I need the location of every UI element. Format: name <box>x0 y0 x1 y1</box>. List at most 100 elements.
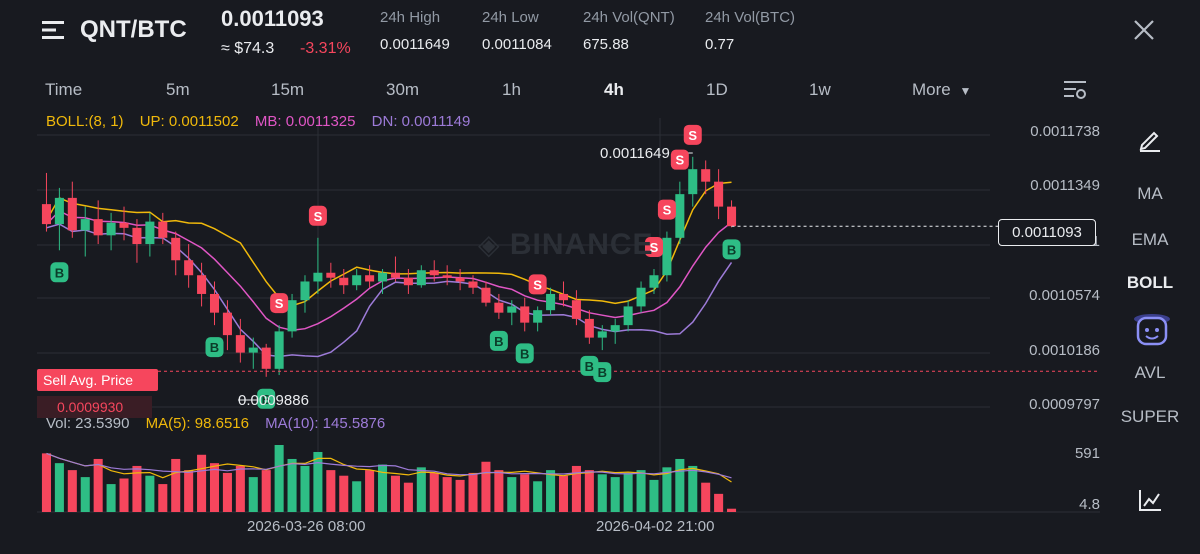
volume-bar <box>222 472 232 512</box>
candle-body <box>468 281 478 288</box>
candle-body <box>313 272 323 282</box>
buy-signal-marker[interactable]: B <box>593 362 612 383</box>
marker-letter: B <box>262 392 271 407</box>
candle-body <box>597 331 607 338</box>
tab-4h[interactable]: 4h <box>604 80 624 99</box>
candle-body <box>558 293 569 301</box>
marker-letter: S <box>650 240 659 255</box>
candle-body <box>662 237 672 276</box>
volume-ma5-line <box>46 452 732 483</box>
volume-bar <box>300 465 310 512</box>
close-icon[interactable] <box>1130 16 1158 44</box>
tab-1w[interactable]: 1w <box>809 80 831 99</box>
candle-body <box>429 270 439 276</box>
volume-bar <box>67 470 77 512</box>
tab-time[interactable]: Time <box>45 80 83 99</box>
ai-assistant-icon[interactable] <box>1130 310 1174 350</box>
sell-signal-marker[interactable]: S <box>657 199 676 220</box>
boll-name: BOLL:(8, 1) <box>46 113 124 130</box>
sell-signal-marker[interactable]: S <box>270 293 289 314</box>
marker-badge <box>515 343 534 364</box>
volume-bar <box>106 484 116 512</box>
volume-legend: Vol: 23.5390 MA(5): 98.6516 MA(10): 145.… <box>46 415 385 432</box>
candle-body <box>41 204 51 225</box>
tab-15m[interactable]: 15m <box>271 80 305 99</box>
candle-body <box>520 306 530 323</box>
volume-bar <box>313 451 323 512</box>
candle-body <box>701 169 711 182</box>
volume-bar <box>132 465 142 512</box>
tab-30m[interactable]: 30m <box>386 80 420 99</box>
boll-upper-line <box>45 181 732 307</box>
line-chart-icon[interactable] <box>1137 487 1163 513</box>
sell-signal-marker[interactable]: S <box>644 237 663 257</box>
volume-bar <box>662 467 672 512</box>
indicator-ma[interactable]: MA <box>1137 184 1163 203</box>
candle-body <box>119 222 129 228</box>
binance-watermark: ◈ BINANCE <box>478 228 654 262</box>
candle-body <box>403 277 413 286</box>
tab-5m[interactable]: 5m <box>166 80 190 99</box>
tab-1d[interactable]: 1D <box>706 80 728 99</box>
buy-signal-marker[interactable]: B <box>489 330 508 351</box>
sell-signal-marker[interactable]: S <box>683 124 702 145</box>
tab-1h[interactable]: 1h <box>502 80 521 99</box>
marker-letter: S <box>675 153 684 168</box>
buy-signal-marker[interactable]: B <box>257 388 276 409</box>
buy-signal-marker[interactable]: B <box>205 337 224 358</box>
boll-up: UP: 0.0011502 <box>139 113 239 130</box>
candle-body <box>352 275 362 286</box>
sell-signal-marker[interactable]: S <box>308 205 327 226</box>
indicator-ema[interactable]: EMA <box>1131 230 1169 249</box>
marker-badge <box>270 293 289 314</box>
volume-bar <box>468 472 478 512</box>
indicator-boll[interactable]: BOLL <box>1126 273 1174 292</box>
candle-body <box>649 275 659 288</box>
volume-bar <box>714 493 724 512</box>
marker-badge <box>683 124 702 145</box>
candle-body <box>54 197 64 225</box>
volume-bar <box>365 470 375 512</box>
stat-label-vol-qnt: 24h Vol(QNT) <box>583 9 675 26</box>
volume-bar <box>623 472 633 512</box>
indicator-avl[interactable]: AVL <box>1134 363 1166 382</box>
candle-body <box>235 335 245 353</box>
buy-signal-marker[interactable]: B <box>515 343 534 364</box>
volume-bar <box>494 470 504 512</box>
indicator-super[interactable]: SUPER <box>1120 407 1180 426</box>
marker-letter: S <box>314 209 323 224</box>
candle-body <box>688 169 698 195</box>
candle-body <box>106 222 116 236</box>
tab-more[interactable]: More ▼ <box>912 80 971 100</box>
binance-logo-icon: ◈ <box>478 229 501 260</box>
candle-body <box>222 312 232 336</box>
buy-signal-marker[interactable]: B <box>50 262 69 283</box>
boll-legend: BOLL:(8, 1) UP: 0.0011502 MB: 0.0011325 … <box>46 113 470 130</box>
volume-bar <box>41 453 51 512</box>
stat-label-low: 24h Low <box>482 9 539 26</box>
high-annotation: 0.0011649 <box>600 145 670 162</box>
boll-dn: DN: 0.0011149 <box>371 113 471 130</box>
vol-ma5: MA(5): 98.6516 <box>145 415 249 432</box>
draw-pencil-icon[interactable] <box>1136 125 1164 153</box>
volume-bar <box>171 458 181 512</box>
marker-letter: S <box>688 128 697 143</box>
volume-bar <box>339 475 349 512</box>
candle-body <box>67 197 77 231</box>
sell-signal-marker[interactable]: S <box>528 274 547 295</box>
chart-settings-icon[interactable] <box>1062 76 1088 102</box>
volume-bar <box>416 467 426 512</box>
sell-signal-marker[interactable]: S <box>670 149 689 170</box>
buy-signal-marker[interactable]: B <box>722 239 741 260</box>
symbol-title[interactable]: QNT/BTC <box>80 16 187 43</box>
volume-bar <box>261 470 271 512</box>
volume-bar <box>610 477 620 512</box>
volume-bar <box>145 475 155 512</box>
stat-value-vol-btc: 0.77 <box>705 36 735 53</box>
candle-body <box>546 293 556 311</box>
marker-letter: B <box>727 242 736 257</box>
volume-bar <box>119 478 129 512</box>
menu-icon[interactable] <box>42 19 64 41</box>
sell-avg-price-label[interactable]: Sell Avg. Price <box>37 369 158 391</box>
